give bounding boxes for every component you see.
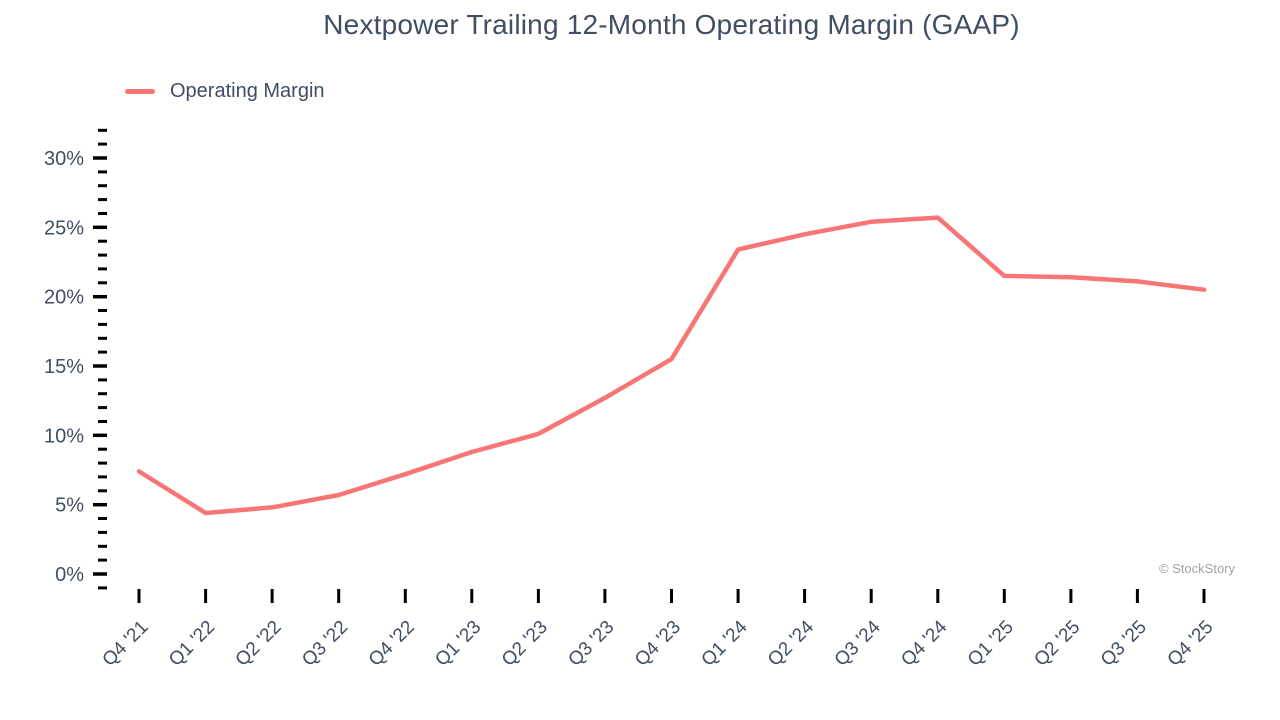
y-axis-tick-label: 30% xyxy=(44,148,84,170)
x-axis-tick-label: Q3 '25 xyxy=(1097,617,1151,671)
legend: Operating Margin xyxy=(125,80,325,103)
y-axis-tick-label: 5% xyxy=(55,495,84,517)
x-axis-tick-label: Q1 '25 xyxy=(964,617,1018,671)
y-axis-tick-label: 0% xyxy=(55,564,84,586)
stockstory-watermark: © StockStory xyxy=(1158,561,1235,576)
x-axis-tick-label: Q2 '22 xyxy=(232,617,286,671)
y-axis-tick-label: 15% xyxy=(44,356,84,378)
x-axis-tick-label: Q3 '23 xyxy=(564,617,618,671)
y-axis-tick-label: 10% xyxy=(44,425,84,447)
x-axis-tick-label: Q4 '24 xyxy=(897,616,951,670)
chart-title: Nextpower Trailing 12-Month Operating Ma… xyxy=(323,9,1020,40)
x-axis-tick-label: Q4 '25 xyxy=(1164,617,1218,671)
x-axis-tick-label: Q2 '23 xyxy=(498,617,552,671)
series-line-operating-margin xyxy=(136,215,1207,516)
legend-line-swatch xyxy=(125,89,155,94)
x-axis-tick-label: Q4 '22 xyxy=(365,617,419,671)
y-axis-tick-label: 20% xyxy=(44,287,84,309)
y-axis: 0% 5% 10% 15% 20% 25% 30% xyxy=(44,128,107,590)
x-axis-tick-label: Q2 '25 xyxy=(1030,617,1084,671)
y-axis-tick-label: 25% xyxy=(44,217,84,239)
legend-label: Operating Margin xyxy=(170,80,325,102)
x-axis-tick-label: Q1 '23 xyxy=(431,617,485,671)
x-axis-tick-label: Q1 '22 xyxy=(165,617,219,671)
x-axis-tick-label: Q4 '23 xyxy=(631,617,685,671)
x-axis-tick-label: Q3 '22 xyxy=(298,617,352,671)
x-axis-tick-label: Q1 '24 xyxy=(698,616,752,670)
x-axis-tick-label: Q2 '24 xyxy=(764,616,818,670)
x-axis-tick-label: Q3 '24 xyxy=(831,616,885,670)
x-axis: Q4 '21 Q1 '22 Q2 '22 Q3 '22 Q4 '22 Q1 '23 Q2 '… xyxy=(99,589,1218,671)
x-axis-tick-label: Q4 '21 xyxy=(99,617,153,671)
